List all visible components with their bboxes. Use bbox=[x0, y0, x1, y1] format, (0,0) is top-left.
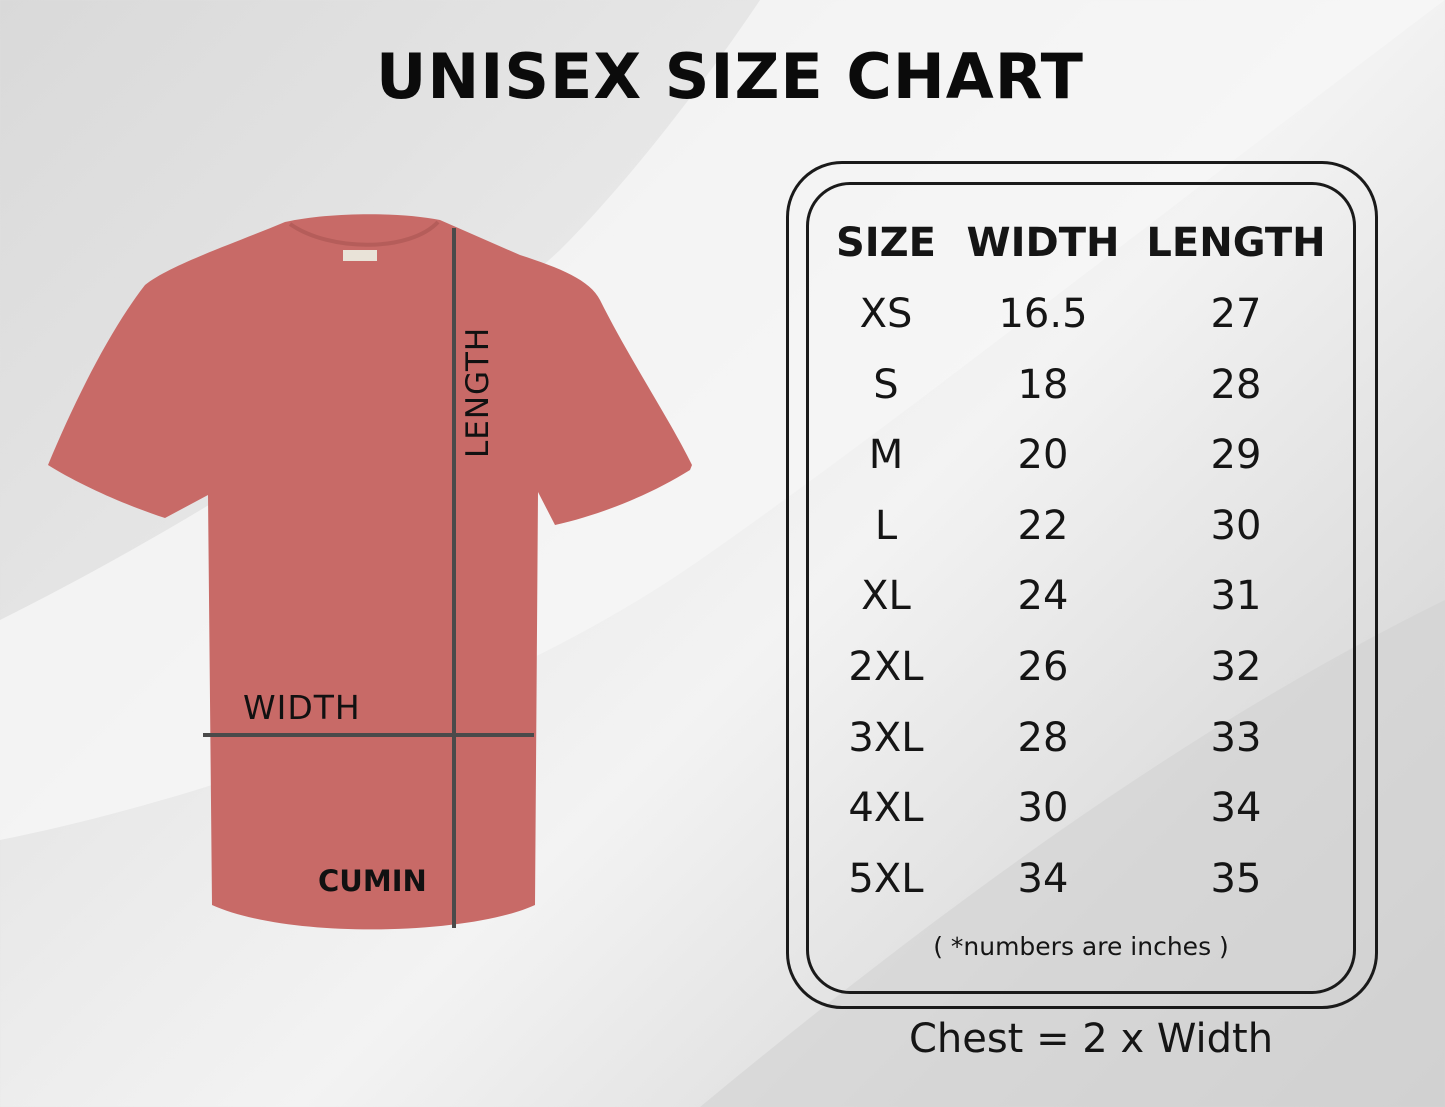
row-8-length: 35 bbox=[1210, 855, 1262, 902]
width-label: WIDTH bbox=[243, 688, 361, 727]
row-7-length: 34 bbox=[1210, 785, 1262, 832]
row-6-length: 33 bbox=[1210, 714, 1262, 761]
row-6-width: 28 bbox=[1017, 714, 1069, 761]
row-4-size: XL bbox=[861, 573, 911, 620]
row-0-length: 27 bbox=[1210, 291, 1262, 337]
row-0-width: 16.5 bbox=[998, 291, 1088, 337]
row-1-width: 18 bbox=[1017, 361, 1069, 408]
tshirt-body bbox=[48, 214, 692, 930]
row-2-length: 29 bbox=[1210, 432, 1262, 479]
row-6-size: 3XL bbox=[848, 714, 924, 761]
row-2-width: 20 bbox=[1017, 432, 1069, 479]
row-5-size: 2XL bbox=[848, 644, 924, 690]
row-7-size: 4XL bbox=[848, 785, 924, 832]
size-table-outer-frame bbox=[786, 161, 1378, 1009]
row-3-size: L bbox=[874, 502, 898, 549]
color-name-label: CUMIN bbox=[318, 864, 427, 898]
header-width: WIDTH bbox=[966, 220, 1120, 266]
row-8-size: 5XL bbox=[848, 855, 924, 902]
row-2-size: M bbox=[868, 432, 904, 479]
header-length: LENGTH bbox=[1146, 220, 1326, 266]
row-4-length: 31 bbox=[1210, 573, 1262, 620]
tshirt-image bbox=[48, 214, 692, 930]
row-8-width: 34 bbox=[1017, 855, 1069, 902]
row-5-length: 32 bbox=[1210, 644, 1262, 690]
tshirt-tag bbox=[343, 250, 377, 261]
page-title: UNISEX SIZE CHART bbox=[376, 40, 1084, 113]
row-1-length: 28 bbox=[1210, 361, 1262, 408]
units-note: ( *numbers are inches ) bbox=[933, 932, 1229, 961]
row-5-width: 26 bbox=[1017, 644, 1069, 690]
row-7-width: 30 bbox=[1017, 785, 1069, 832]
row-1-size: S bbox=[873, 361, 899, 408]
chest-formula: Chest = 2 x Width bbox=[908, 1016, 1274, 1062]
row-4-width: 24 bbox=[1017, 573, 1069, 620]
length-label: LENGTH bbox=[460, 326, 496, 458]
row-0-size: XS bbox=[859, 291, 913, 337]
size-table-inner-frame bbox=[806, 182, 1356, 994]
row-3-width: 22 bbox=[1017, 502, 1069, 549]
header-size: SIZE bbox=[835, 220, 937, 266]
row-3-length: 30 bbox=[1210, 502, 1262, 549]
